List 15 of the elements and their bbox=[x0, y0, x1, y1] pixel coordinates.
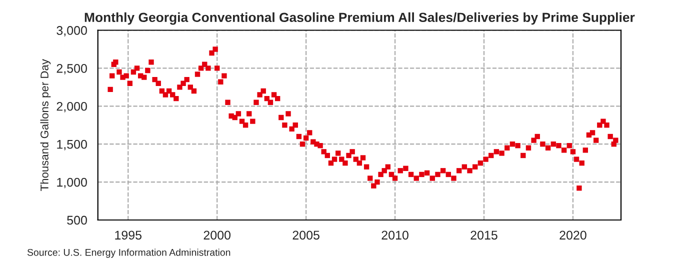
y-tick-label: 1,500 bbox=[57, 140, 87, 150]
y-tick-label: 3,000 bbox=[56, 26, 87, 36]
y-tick-label: 1,000 bbox=[57, 178, 87, 188]
x-tick-label: 2020 bbox=[560, 230, 586, 240]
y-tick-label: 500 bbox=[67, 216, 87, 225]
x-tick-label: 2010 bbox=[382, 230, 408, 240]
x-tick-label: 2005 bbox=[292, 230, 320, 240]
x-tick-label: 2000 bbox=[204, 230, 231, 240]
x-tick-label: 1995 bbox=[115, 230, 142, 240]
x-tick-label: 2015 bbox=[470, 230, 498, 240]
y-tick-label: 2,500 bbox=[56, 64, 87, 74]
source-note: Source: U.S. Energy Information Administration bbox=[27, 248, 230, 258]
y-axis-title: Thousand Gallons per Day bbox=[40, 59, 51, 191]
y-tick-label: 2,000 bbox=[56, 102, 87, 112]
chart-title: Monthly Georgia Conventional Gasoline Premium All Sales/Deliveries by Prime Supplier bbox=[84, 12, 635, 25]
